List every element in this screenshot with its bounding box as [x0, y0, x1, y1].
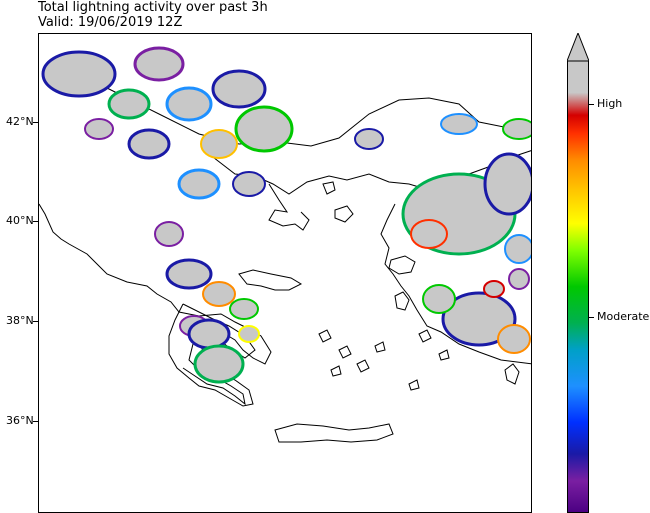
mainland-coastline — [39, 203, 272, 406]
dodecanese-3 — [408, 379, 420, 391]
cyclades-5 — [374, 341, 386, 353]
colorbar-gradient — [567, 60, 589, 513]
chios-outline — [394, 291, 410, 311]
turkish-coastline — [380, 203, 531, 365]
activity-thrace — [354, 113, 531, 150]
colorbar-extend-arrow — [567, 33, 589, 62]
activity-northern-greece — [154, 69, 294, 247]
lat-tick-42 — [33, 122, 38, 123]
lesbos-outline — [388, 255, 416, 275]
colorbar — [567, 33, 589, 513]
map-canvas — [39, 46, 531, 443]
activity-southwest-turkey — [422, 268, 531, 354]
lightning-map — [38, 33, 532, 513]
cyclades-1 — [318, 329, 332, 343]
crete-outline — [274, 423, 394, 443]
dodecanese-1 — [418, 329, 432, 343]
lat-tick-36 — [33, 421, 38, 422]
colorbar-label-high: High — [597, 97, 623, 110]
lat-label-40: 40°N — [6, 214, 34, 227]
lat-tick-38 — [33, 321, 38, 322]
colorbar-tick-moderate — [589, 317, 594, 318]
lat-label-36: 36°N — [6, 414, 34, 427]
activity-western-turkey — [401, 152, 531, 264]
lat-label-38: 38°N — [6, 314, 34, 327]
rhodes-outline — [504, 363, 520, 385]
cyclades-2 — [338, 345, 352, 359]
cyclades-4 — [330, 365, 342, 377]
activity-peloponnese — [187, 318, 260, 384]
lat-tick-40 — [33, 221, 38, 222]
cyclades-3 — [356, 359, 370, 373]
colorbar-tick-high — [589, 104, 594, 105]
colorbar-label-moderate: Moderate — [597, 310, 650, 323]
activity-western-balkans — [41, 46, 213, 160]
euboea-outline — [238, 269, 303, 291]
chalkidiki-coastline — [268, 183, 310, 231]
northern-coastline — [208, 150, 531, 195]
valid-time: Valid: 19/06/2019 12Z — [38, 15, 183, 30]
lemnos-outline — [334, 205, 354, 223]
dodecanese-2 — [438, 349, 450, 361]
coastlines — [39, 73, 531, 443]
map-title: Total lightning activity over past 3h — [38, 0, 268, 15]
thasos-outline — [322, 181, 336, 195]
lat-label-42: 42°N — [6, 115, 34, 128]
border-lines — [78, 73, 531, 147]
